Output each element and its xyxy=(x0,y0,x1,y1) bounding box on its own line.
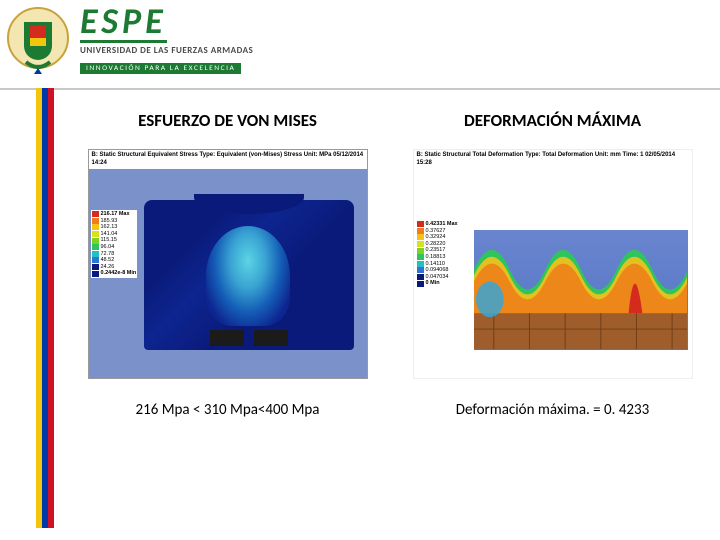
column-left: ESFUERZO DE VON MISES B: Static Structur… xyxy=(80,110,375,419)
legend-item: 96.04 xyxy=(92,244,137,251)
left-model-face xyxy=(206,226,290,326)
legend-max: 216.17 Max xyxy=(92,211,137,218)
left-title: ESFUERZO DE VON MISES xyxy=(138,110,317,131)
left-legend: 216.17 Max185.93162.13141.04115.1596.047… xyxy=(91,210,138,278)
left-model-body xyxy=(144,200,354,350)
content-area: ESFUERZO DE VON MISES B: Static Structur… xyxy=(80,110,700,419)
right-wave-area xyxy=(474,230,688,350)
legend-item: 0.37627 xyxy=(417,228,458,235)
legend-item: 72.78 xyxy=(92,251,137,258)
right-sim-header: B: Static Structural Total Deformation T… xyxy=(414,150,692,169)
right-legend: 0.42331 Max0.376270.329240.282200.235170… xyxy=(416,220,459,288)
legend-item: 0.18813 xyxy=(417,254,458,261)
legend-item: 185.93 xyxy=(92,218,137,225)
legend-item: 24.26 xyxy=(92,264,137,271)
right-caption: Deformación máxima. = 0. 4233 xyxy=(456,401,649,419)
legend-max: 0.42331 Max xyxy=(417,221,458,228)
brand-subtitle: UNIVERSIDAD DE LAS FUERZAS ARMADAS xyxy=(80,45,720,56)
header-divider xyxy=(0,88,720,90)
legend-item: 115.15 xyxy=(92,237,137,244)
crest-logo xyxy=(4,4,72,76)
brand-tagline: INNOVACIÓN PARA LA EXCELENCIA xyxy=(80,63,241,74)
tricolor-stripe xyxy=(36,88,54,528)
stripe-red xyxy=(48,88,54,528)
brand-title: ESPE xyxy=(80,5,167,42)
legend-item: 141.04 xyxy=(92,231,137,238)
left-model-base xyxy=(202,330,296,346)
header: ESPE UNIVERSIDAD DE LAS FUERZAS ARMADAS … xyxy=(0,0,720,80)
right-title: DEFORMACIÓN MÁXIMA xyxy=(464,110,641,131)
right-sim-panel: B: Static Structural Total Deformation T… xyxy=(413,149,693,379)
legend-item: 0.32924 xyxy=(417,234,458,241)
legend-min: 0.2442e-8 Min xyxy=(92,270,137,277)
legend-item: 0.094068 xyxy=(417,267,458,274)
legend-item: 162.13 xyxy=(92,224,137,231)
column-right: DEFORMACIÓN MÁXIMA B: Static Structural … xyxy=(405,110,700,419)
right-wave-svg xyxy=(474,230,688,349)
left-model-notch xyxy=(194,194,304,214)
left-sim-header: B: Static Structural Equivalent Stress T… xyxy=(89,150,367,169)
left-caption: 216 Mpa < 310 Mpa<400 Mpa xyxy=(136,401,320,419)
brand-block: ESPE UNIVERSIDAD DE LAS FUERZAS ARMADAS … xyxy=(72,5,720,74)
legend-item: 0.23517 xyxy=(417,247,458,254)
legend-item: 0.047034 xyxy=(417,274,458,281)
legend-min: 0 Min xyxy=(417,280,458,287)
left-sim-panel: B: Static Structural Equivalent Stress T… xyxy=(88,149,368,379)
legend-item: 48.52 xyxy=(92,257,137,264)
legend-item: 0.28220 xyxy=(417,241,458,248)
legend-item: 0.14110 xyxy=(417,261,458,268)
